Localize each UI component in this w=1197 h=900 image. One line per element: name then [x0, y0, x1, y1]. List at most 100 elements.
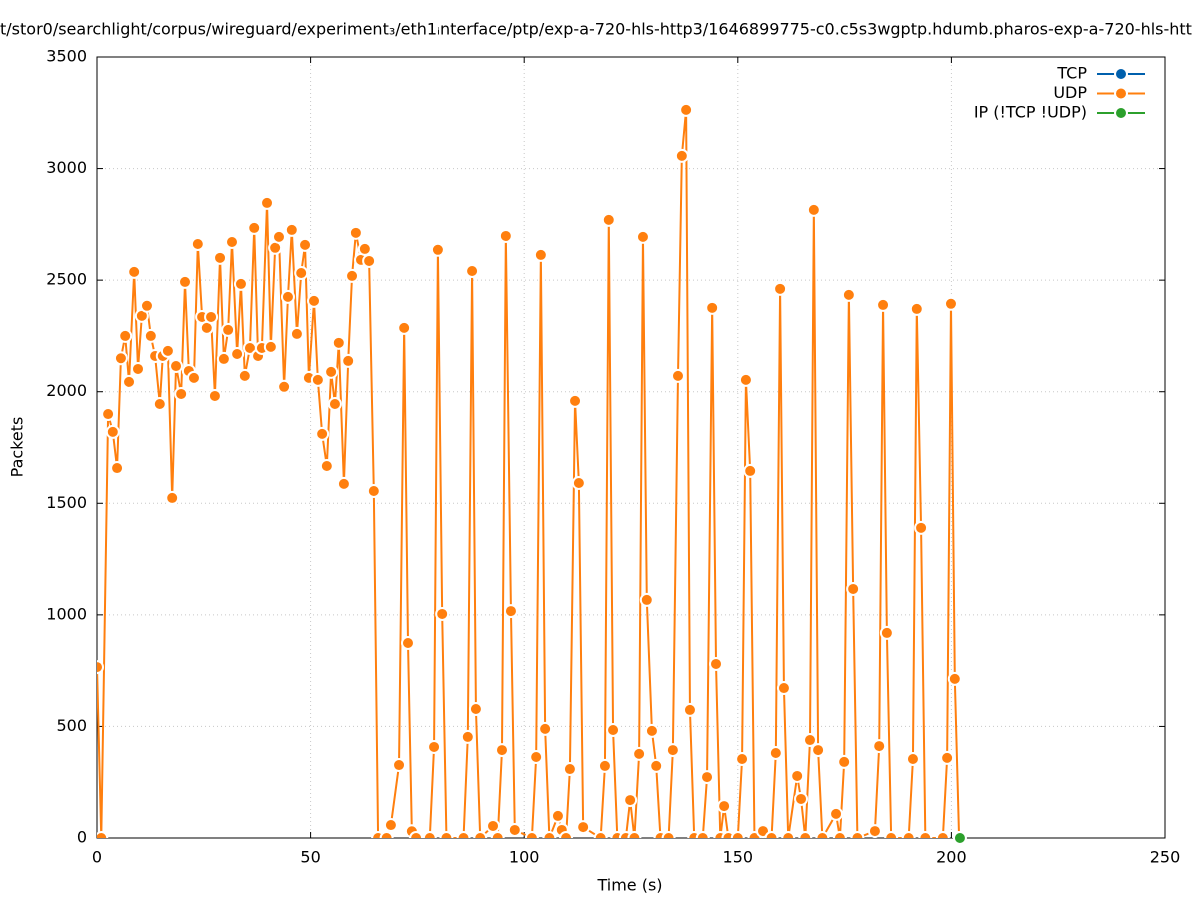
data-point	[284, 222, 299, 237]
data-point	[806, 202, 821, 217]
y-axis-label: Packets	[8, 417, 27, 478]
data-point	[538, 721, 553, 736]
data-point	[247, 220, 262, 235]
grid	[96, 56, 1166, 839]
data-point	[503, 604, 518, 619]
data-point	[486, 818, 501, 833]
data-point	[768, 745, 783, 760]
data-point	[110, 461, 125, 476]
data-point	[271, 229, 286, 244]
data-point	[190, 236, 205, 251]
data-point	[498, 228, 513, 243]
data-point	[294, 266, 309, 281]
data-point	[307, 293, 322, 308]
data-point	[529, 749, 544, 764]
data-point	[101, 407, 116, 422]
data-point	[439, 831, 454, 838]
data-point	[165, 490, 180, 505]
data-point	[319, 459, 334, 474]
data-point	[260, 195, 275, 210]
x-tick-label: 200	[936, 848, 967, 867]
data-point	[207, 388, 222, 403]
data-point	[867, 824, 882, 838]
data-point	[298, 237, 313, 252]
data-point	[105, 424, 120, 439]
data-point	[695, 831, 710, 838]
data-point	[943, 296, 958, 311]
data-point	[122, 374, 137, 389]
data-point	[682, 702, 697, 717]
data-point	[798, 831, 813, 838]
y-tick-label: 3000	[46, 158, 87, 177]
data-point	[705, 300, 720, 315]
data-point	[379, 831, 394, 838]
data-point	[507, 822, 522, 837]
data-point	[562, 762, 577, 777]
y-tick-label: 1500	[46, 493, 87, 512]
legend-label: UDP	[1053, 83, 1087, 102]
data-point	[143, 328, 158, 343]
data-point	[392, 758, 407, 773]
legend-label: IP (!TCP !UDP)	[974, 103, 1087, 122]
x-axis-label: Time (s)	[596, 876, 662, 895]
data-point	[781, 831, 796, 838]
data-point	[366, 484, 381, 499]
data-point	[674, 148, 689, 163]
plot-border	[96, 56, 1166, 839]
data-point	[735, 752, 750, 767]
data-point	[597, 758, 612, 773]
data-point	[700, 770, 715, 785]
data-point	[743, 463, 758, 478]
x-tick-label: 50	[300, 848, 320, 867]
data-point	[348, 225, 363, 240]
data-point	[473, 831, 488, 838]
y-tick-label: 2500	[46, 270, 87, 289]
data-point	[764, 831, 779, 838]
data-point	[331, 335, 346, 350]
y-tick-label: 0	[77, 828, 87, 847]
data-point	[178, 274, 193, 289]
data-point	[409, 831, 424, 838]
data-point	[430, 242, 445, 257]
data-point	[397, 320, 412, 335]
data-point	[224, 234, 239, 249]
data-point	[139, 298, 154, 313]
data-point	[665, 743, 680, 758]
data-point	[670, 368, 685, 383]
data-point	[593, 831, 608, 838]
data-point	[909, 301, 924, 316]
data-point	[571, 475, 586, 490]
data-point	[794, 791, 809, 806]
data-point	[263, 339, 278, 354]
data-point	[952, 831, 967, 845]
legend-marker	[1114, 106, 1128, 120]
data-point	[233, 276, 248, 291]
data-point	[277, 379, 292, 394]
data-point	[174, 386, 189, 401]
series	[952, 831, 967, 845]
data-point	[884, 831, 899, 838]
data-point	[97, 831, 109, 838]
data-point	[280, 289, 295, 304]
data-point	[815, 831, 830, 838]
data-point	[872, 739, 887, 754]
data-point	[802, 733, 817, 748]
data-point	[383, 818, 398, 833]
data-point	[465, 263, 480, 278]
data-point	[811, 743, 826, 758]
x-tick-label: 150	[723, 848, 754, 867]
data-point	[709, 656, 724, 671]
data-point	[460, 729, 475, 744]
data-point	[717, 799, 732, 814]
data-point	[829, 806, 844, 821]
data-point	[160, 343, 175, 358]
data-point	[315, 426, 330, 441]
data-point	[131, 361, 146, 376]
chart-title: t/stor0/searchlight/corpus/wireguard/exp…	[0, 20, 1192, 39]
data-point	[345, 268, 360, 283]
legend-label: TCP	[1056, 64, 1087, 83]
x-tick-label: 100	[509, 848, 540, 867]
data-point	[401, 635, 416, 650]
y-tick-label: 3500	[46, 47, 87, 66]
data-point	[230, 347, 245, 362]
